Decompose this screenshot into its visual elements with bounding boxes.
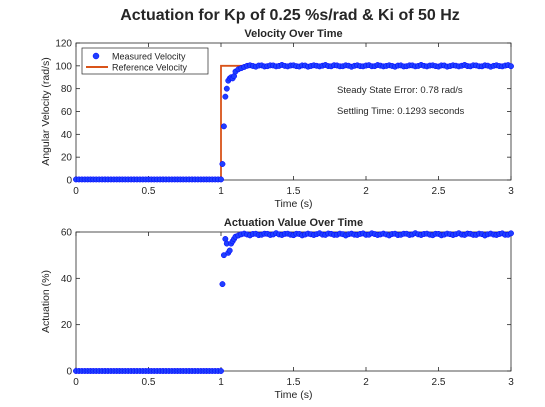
x-tick-label: 0.5 — [142, 186, 156, 197]
x-tick-label: 3 — [508, 377, 514, 388]
annotation-text: Steady State Error: 0.78 rad/s — [337, 85, 463, 96]
x-tick-label: 2.5 — [432, 377, 446, 388]
y-tick-label: 0 — [66, 367, 72, 378]
x-axis-label: Time (s) — [274, 198, 312, 210]
y-tick-label: 80 — [61, 84, 73, 95]
x-tick-label: 2.5 — [432, 186, 446, 197]
data-point — [226, 247, 233, 254]
series-markers — [73, 230, 514, 374]
x-tick-label: 2 — [363, 186, 369, 197]
y-tick-label: 40 — [61, 130, 73, 141]
x-axis-label: Time (s) — [274, 389, 312, 401]
x-tick-label: 0 — [73, 377, 79, 388]
legend-box — [81, 47, 209, 75]
y-tick-label: 20 — [61, 320, 73, 331]
data-point — [219, 161, 226, 167]
legend-label-reference: Reference Velocity — [112, 63, 188, 73]
data-point — [508, 63, 514, 70]
x-tick-label: 1.5 — [287, 186, 301, 197]
figure-title: Actuation for Kp of 0.25 %s/rad & Ki of … — [120, 7, 460, 24]
actuation-axes: Actuation Value Over Time 0 0.5 1 1.5 2 2.5 3 0 2… — [40, 217, 514, 401]
series-markers — [73, 61, 514, 183]
x-tick-label: 1 — [218, 186, 224, 197]
y-axis-label: Actuation (%) — [40, 270, 52, 333]
y-tick-label: 60 — [61, 107, 73, 118]
legend-marker-measured — [92, 52, 100, 60]
x-tick-label: 1.5 — [287, 377, 301, 388]
y-tick-label: 40 — [61, 274, 73, 285]
plot-area — [75, 231, 512, 372]
velocity-axes: Velocity Over Time 0 0.5 1 1.5 2 2.5 3 0 20 40 60 80… — [40, 28, 514, 210]
annotation-text: Settling Time: 0.1293 seconds — [337, 106, 465, 117]
y-tick-label: 20 — [61, 153, 73, 164]
axes-title: Actuation Value Over Time — [224, 217, 363, 229]
y-tick-label: 0 — [66, 176, 72, 187]
data-point — [219, 281, 226, 288]
data-point — [223, 85, 230, 92]
legend-label-measured: Measured Velocity — [112, 52, 186, 62]
data-point — [508, 230, 514, 237]
y-axis-label: Angular Velocity (rad/s) — [40, 57, 52, 166]
x-tick-label: 0.5 — [142, 377, 156, 388]
data-point — [218, 368, 224, 374]
x-tick-label: 3 — [508, 186, 514, 197]
y-tick-label: 100 — [55, 61, 72, 72]
x-tick-label: 2 — [363, 377, 369, 388]
y-tick-label: 60 — [61, 228, 73, 239]
data-point — [218, 176, 224, 183]
x-tick-label: 0 — [73, 186, 79, 197]
y-tick-label: 120 — [55, 39, 72, 50]
data-point — [222, 93, 229, 100]
axes-title: Velocity Over Time — [244, 28, 342, 40]
data-point — [220, 123, 227, 130]
x-tick-label: 1 — [218, 377, 224, 388]
